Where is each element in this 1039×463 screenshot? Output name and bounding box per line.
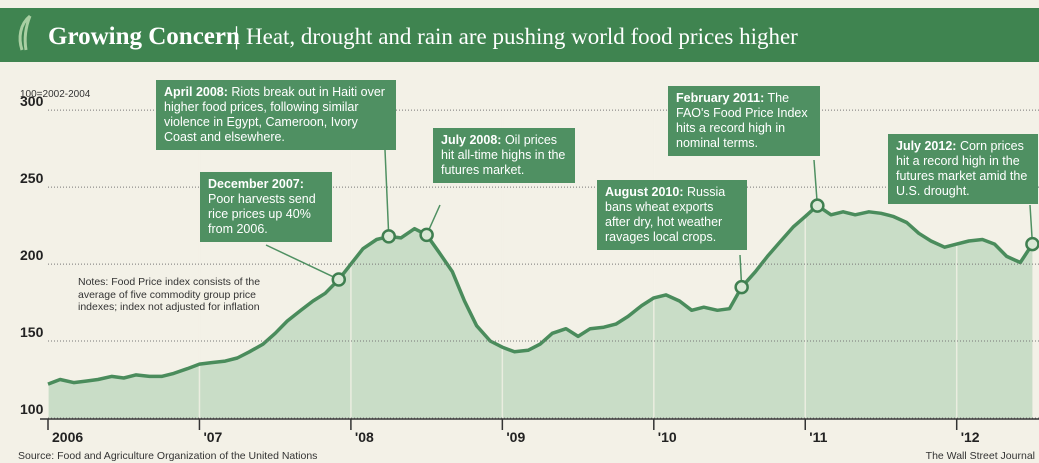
leader-line [266,245,339,279]
callout-date: July 2012: [896,139,956,153]
y-tick-label: 300 [20,93,44,109]
callout: July 2008: Oil prices hit all-time highs… [433,128,575,183]
x-tick-label: '10 [658,429,677,445]
x-tick-label: '07 [203,429,222,445]
y-tick-label: 200 [20,247,44,263]
callout-text: Poor harvests send rice prices up 40% fr… [208,192,316,236]
credit: The Wall Street Journal [926,450,1035,462]
callout-date: February 2011: [676,91,764,105]
title-separator: | [234,23,239,50]
callout-date: August 2010: [605,185,684,199]
event-marker [421,229,433,241]
event-marker [383,230,395,242]
event-marker [811,200,823,212]
callout: December 2007: Poor harvests send rice p… [200,172,332,242]
event-marker [333,273,345,285]
note: Notes: Food Price index consists of the … [78,276,263,314]
chart-subtitle: Heat, drought and rain are pushing world… [246,24,798,49]
callout: July 2012: Corn prices hit a record high… [888,134,1038,204]
callout: February 2011: The FAO's Food Price Inde… [668,86,820,156]
x-tick-label: '08 [355,429,374,445]
callout-date: December 2007: [208,177,304,191]
x-tick-label: '09 [506,429,525,445]
y-tick-label: 150 [20,324,44,340]
event-marker [736,281,748,293]
x-tick-label: '11 [809,429,827,445]
chart-title: Growing Concern [48,23,240,50]
source: Source: Food and Agriculture Organizatio… [18,450,317,462]
callout-date: July 2008: [441,133,501,147]
callout: August 2010: Russia bans wheat exports a… [597,180,747,250]
y-tick-label: 250 [20,170,44,186]
y-tick-label: 100 [20,401,44,417]
x-tick-label: 2006 [52,429,83,445]
leader-line [385,150,389,236]
x-tick-label: '12 [961,429,980,445]
chart: Growing Concern | Heat, drought and rain… [0,0,1039,463]
callout-date: April 2008: [164,85,228,99]
event-marker [1026,238,1038,250]
page: {"chart_data": { "type": "area", "title"… [0,0,1039,463]
callout: April 2008: Riots break out in Haiti ove… [156,80,396,150]
